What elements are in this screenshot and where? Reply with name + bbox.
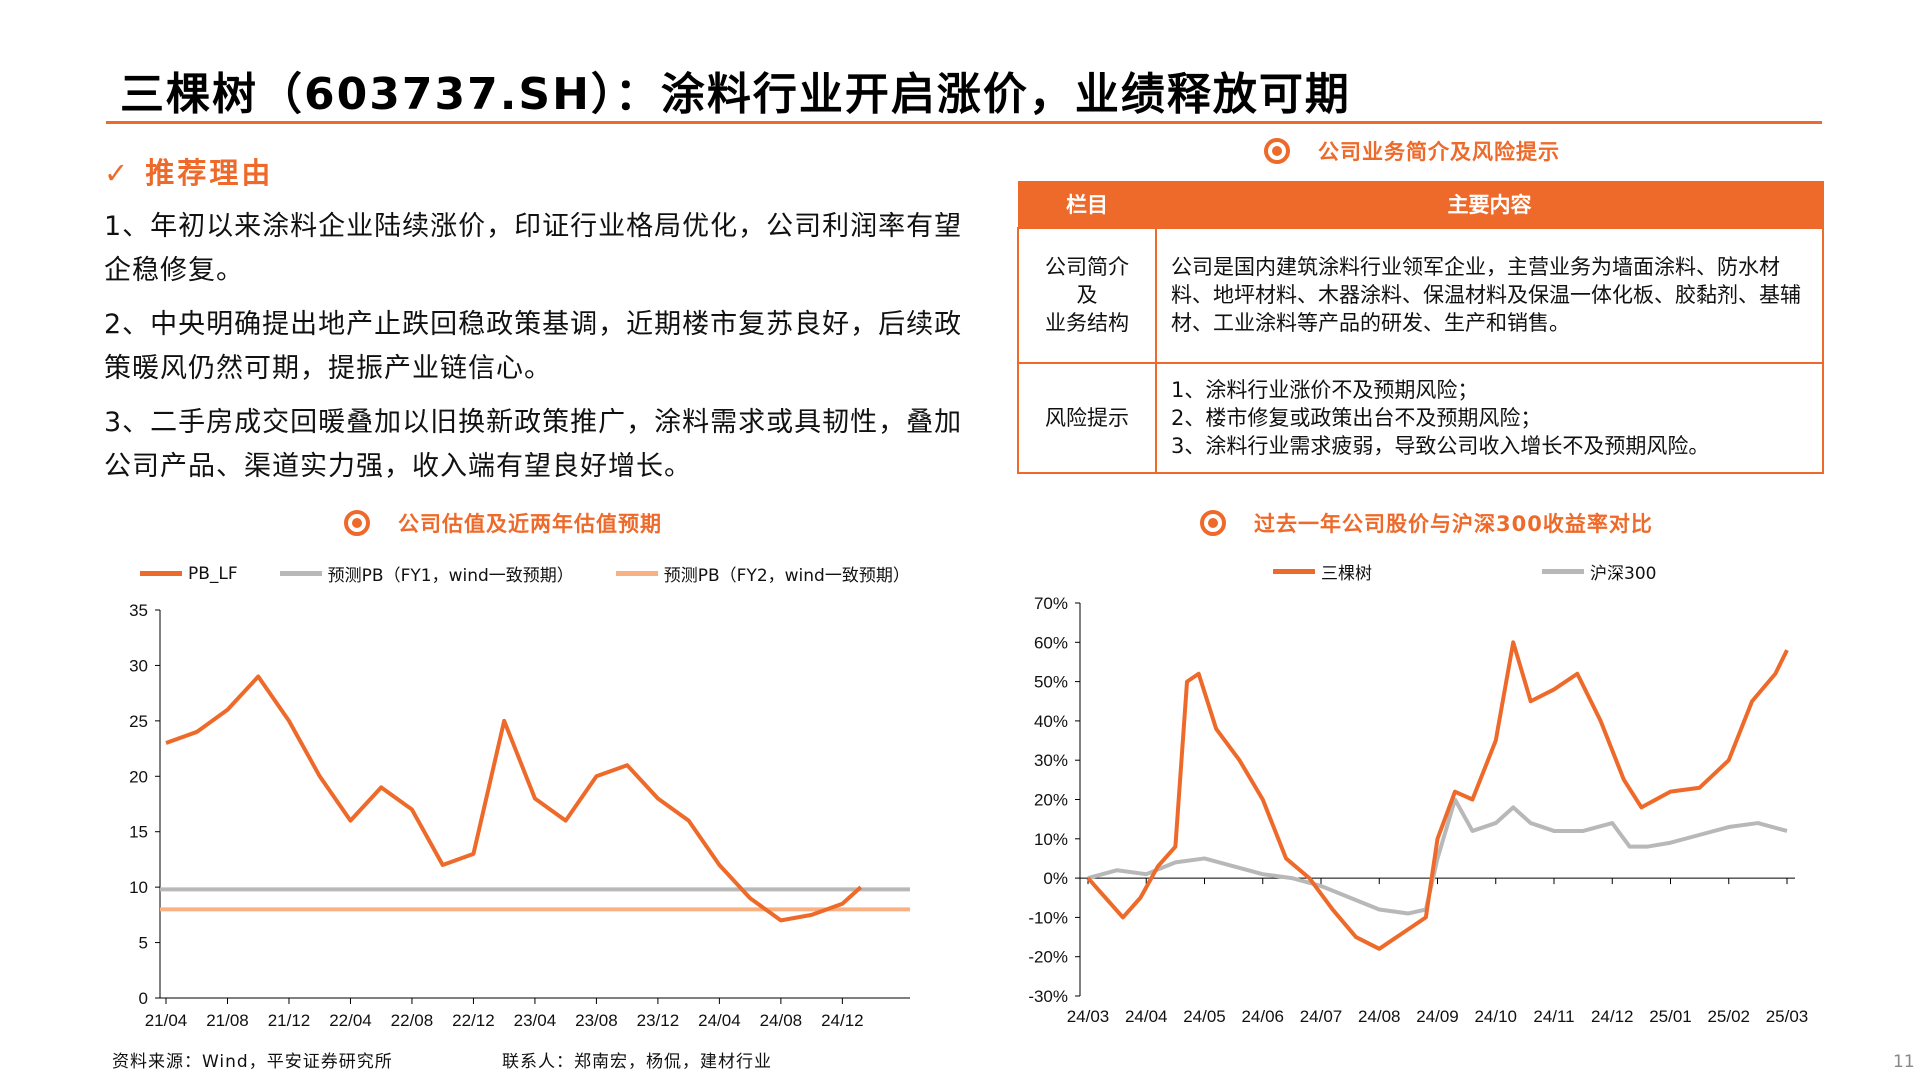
x-tick-label: 24/09: [1416, 1007, 1459, 1026]
x-tick-label: 24/04: [698, 1011, 741, 1030]
chart2-caption: 过去一年公司股价与沪深300收益率对比: [1200, 508, 1653, 538]
chart1-svg: 0 5 10 15 20 25 30 35 21/04 21/08 21/12 22/04 22/08 2…: [129, 601, 910, 1030]
page-title: 三棵树（603737.SH）：涂料行业开启涨价，业绩释放可期: [120, 69, 1351, 120]
chart2-legend: 三棵树 沪深300: [1273, 559, 1656, 584]
hs300-line: [1087, 797, 1788, 916]
reason-item: 1、年初以来涂料企业陆续涨价，印证行业格局优化，公司利润率有望企稳修复。: [104, 211, 963, 286]
legend-swatch: [1542, 569, 1584, 574]
x-tick-label: 23/12: [637, 1011, 680, 1030]
reason-item: 2、中央明确提出地产止跌回稳政策基调，近期楼市复苏良好，后续政策暖风仍然可期，提…: [104, 309, 963, 384]
x-tick-label: 24/07: [1300, 1007, 1343, 1026]
y-tick-label: 20: [129, 767, 148, 786]
table-caption: 公司业务简介及风险提示: [1264, 136, 1560, 166]
x-tick-label: 25/02: [1707, 1007, 1750, 1026]
legend-swatch: [1273, 569, 1315, 574]
x-tick-label: 22/04: [329, 1011, 372, 1030]
legend-label: 预测PB（FY1，wind一致预期）: [327, 566, 574, 586]
x-tick-label: 24/12: [1591, 1007, 1634, 1026]
legend-label: PB_LF: [188, 563, 238, 584]
y-tick-label: 10%: [1034, 830, 1068, 849]
y-tick-label: 40%: [1034, 712, 1068, 731]
pb-lf-line: [165, 674, 863, 923]
y-tick-label: -10%: [1028, 908, 1068, 927]
reasons-heading: ✓ 推荐理由: [104, 150, 273, 192]
contact-note: 联系人：郑南宏，杨侃，建材行业: [502, 1052, 772, 1072]
chart1-title: 公司估值及近两年估值预期: [398, 512, 662, 536]
x-tick-label: 21/12: [268, 1011, 311, 1030]
x-tick-label: 22/12: [452, 1011, 495, 1030]
x-tick-label: 24/04: [1125, 1007, 1168, 1026]
legend-swatch: [140, 571, 182, 576]
x-tick-label: 24/10: [1474, 1007, 1517, 1026]
table-row: 风险提示 1、涂料行业涨价不及预期风险； 2、楼市修复或政策出台不及预期风险； …: [1017, 361, 1824, 474]
table-header: 栏目: [1017, 181, 1157, 228]
y-tick-label: 0: [139, 989, 148, 1008]
legend-label: 三棵树: [1321, 564, 1372, 584]
y-tick-label: 15: [129, 823, 148, 842]
row-content: 公司是国内建筑涂料行业领军企业，主营业务为墙面涂料、防水材料、地坪材料、木器涂料…: [1155, 226, 1824, 364]
row-label: 风险提示: [1017, 361, 1157, 474]
reason-item: 3、二手房成交回暖叠加以旧换新政策推广，涂料需求或具韧性，叠加公司产品、渠道实力…: [104, 407, 963, 482]
table-row: 公司简介 及 业务结构 公司是国内建筑涂料行业领军企业，主营业务为墙面涂料、防水…: [1017, 226, 1824, 364]
y-tick-label: 35: [129, 601, 148, 620]
table-header: 主要内容: [1155, 181, 1824, 228]
x-tick-label: 24/08: [1358, 1007, 1401, 1026]
table-caption-text: 公司业务简介及风险提示: [1318, 140, 1560, 164]
chart1-legend: PB_LF 预测PB（FY1，wind一致预期） 预测PB（FY2，wind一致…: [140, 561, 910, 586]
x-tick-label: 24/06: [1241, 1007, 1284, 1026]
legend-label: 沪深300: [1590, 564, 1657, 584]
y-tick-label: 0%: [1043, 869, 1068, 888]
business-table: 栏目 主要内容 公司简介 及 业务结构 公司是国内建筑涂料行业领军企业，主营业务…: [1017, 181, 1824, 474]
x-tick-label: 21/04: [145, 1011, 188, 1030]
title-rule: [106, 121, 1822, 124]
legend-swatch: [279, 571, 322, 576]
reasons-heading-label: 推荐理由: [145, 156, 274, 190]
row-content: 1、涂料行业涨价不及预期风险； 2、楼市修复或政策出台不及预期风险； 3、涂料行…: [1155, 361, 1824, 474]
y-tick-label: -30%: [1028, 987, 1068, 1006]
x-tick-label: 24/08: [760, 1011, 803, 1030]
y-tick-label: 30: [129, 656, 148, 675]
x-tick-label: 24/12: [821, 1011, 864, 1030]
y-tick-label: -20%: [1028, 948, 1068, 967]
y-tick-label: 60%: [1034, 633, 1068, 652]
legend-label: 预测PB（FY2，wind一致预期）: [663, 566, 910, 586]
target-icon: [1264, 138, 1290, 164]
x-tick-label: 23/04: [514, 1011, 557, 1030]
target-icon: [344, 510, 370, 536]
reasons-list: 1、年初以来涂料企业陆续涨价，印证行业格局优化，公司利润率有望企稳修复。 2、中…: [104, 205, 964, 499]
y-tick-label: 30%: [1034, 751, 1068, 770]
sankeshu-line: [1086, 640, 1789, 951]
row-label: 公司简介 及 业务结构: [1017, 226, 1157, 364]
chart2-title: 过去一年公司股价与沪深300收益率对比: [1254, 512, 1653, 536]
check-icon: ✓: [104, 156, 132, 190]
x-tick-label: 25/03: [1766, 1007, 1809, 1026]
y-tick-label: 20%: [1034, 791, 1068, 810]
x-tick-label: 24/11: [1533, 1007, 1574, 1026]
x-tick-label: 22/08: [391, 1011, 434, 1030]
legend-swatch: [615, 571, 658, 576]
x-tick-label: 24/05: [1183, 1007, 1226, 1026]
source-note: 资料来源：Wind，平安证券研究所: [112, 1052, 393, 1072]
y-tick-label: 50%: [1034, 673, 1068, 692]
chart1-caption: 公司估值及近两年估值预期: [344, 508, 662, 538]
y-tick-label: 25: [129, 712, 148, 731]
x-tick-label: 23/08: [575, 1011, 618, 1030]
chart2-svg: 70% 60% 50% 40% 30% 20% 10% 0% -10% -20% -30%24/03…: [1028, 594, 1809, 1026]
x-tick-label: 24/03: [1067, 1007, 1110, 1026]
y-tick-label: 70%: [1034, 594, 1068, 613]
y-tick-label: 5: [139, 934, 148, 953]
x-tick-label: 21/08: [206, 1011, 249, 1030]
y-tick-label: 10: [129, 878, 148, 897]
page-number: 11: [1893, 1052, 1915, 1072]
x-tick-label: 25/01: [1649, 1007, 1692, 1026]
target-icon: [1200, 510, 1226, 536]
